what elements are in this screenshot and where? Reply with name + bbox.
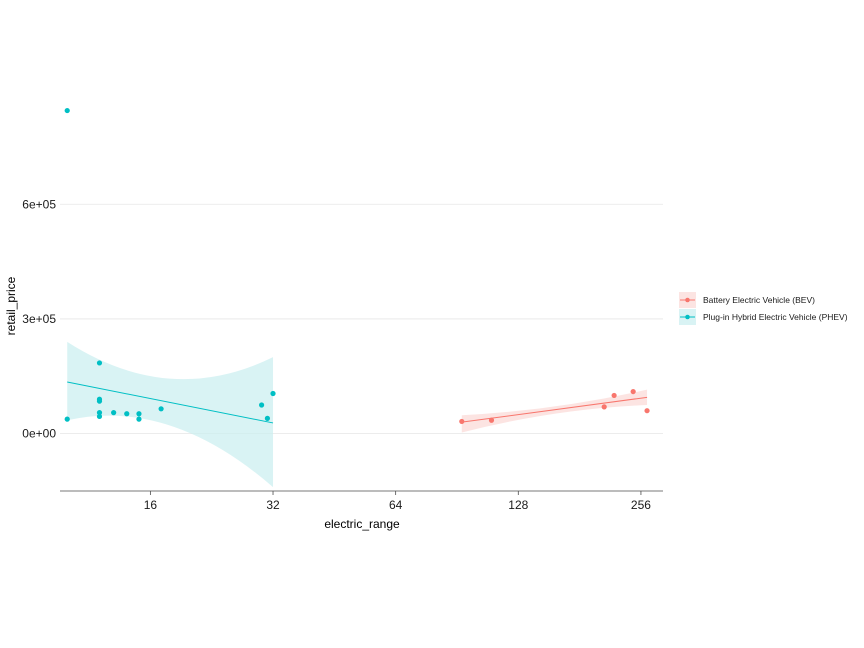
data-point (158, 406, 164, 412)
x-tick-label: 256 (631, 498, 651, 512)
data-point (136, 416, 142, 422)
x-tick-label: 16 (144, 498, 158, 512)
y-tick-label: 3e+05 (22, 312, 56, 326)
x-axis-title: electric_range (324, 517, 400, 531)
fit-line-0 (461, 396, 648, 423)
x-tick-label: 32 (266, 498, 280, 512)
data-point (630, 388, 636, 395)
y-axis-ticks: 0e+00 3e+05 6e+05 (22, 197, 56, 440)
legend-label: Battery Electric Vehicle (BEV) (703, 295, 815, 305)
data-point (459, 418, 465, 425)
legend-key-point (685, 314, 690, 320)
x-tick-label: 128 (508, 498, 528, 512)
legend-label: Plug-in Hybrid Electric Vehicle (PHEV) (703, 312, 848, 322)
y-tick-label: 0e+00 (22, 427, 56, 441)
data-point (96, 360, 103, 366)
data-point (270, 390, 276, 397)
data-point (111, 410, 117, 416)
y-axis-title: retail_price (4, 276, 18, 335)
data-point (96, 398, 103, 404)
y-tick-label: 6e+05 (22, 197, 56, 211)
data-point (488, 417, 495, 423)
data-point (264, 415, 271, 421)
data-point (644, 408, 650, 414)
data-point (96, 410, 103, 416)
data-point (96, 413, 103, 420)
legend-key-point (685, 297, 690, 303)
data-points (64, 107, 650, 425)
data-point (136, 411, 142, 417)
data-point (259, 402, 265, 408)
data-point (611, 392, 617, 399)
confidence-band-0 (461, 389, 648, 433)
data-point (601, 404, 607, 410)
confidence-band-1 (67, 341, 274, 488)
x-tick-label: 64 (389, 498, 403, 512)
legend: Battery Electric Vehicle (BEV) Plug-in Hy… (679, 292, 848, 325)
data-point (64, 107, 70, 114)
grid-lines (60, 203, 663, 435)
data-point (124, 411, 130, 417)
fit-line-1 (67, 381, 274, 424)
confidence-bands (67, 341, 648, 488)
x-axis-ticks: 16 32 64 128 256 (144, 491, 651, 512)
data-point (64, 416, 70, 422)
